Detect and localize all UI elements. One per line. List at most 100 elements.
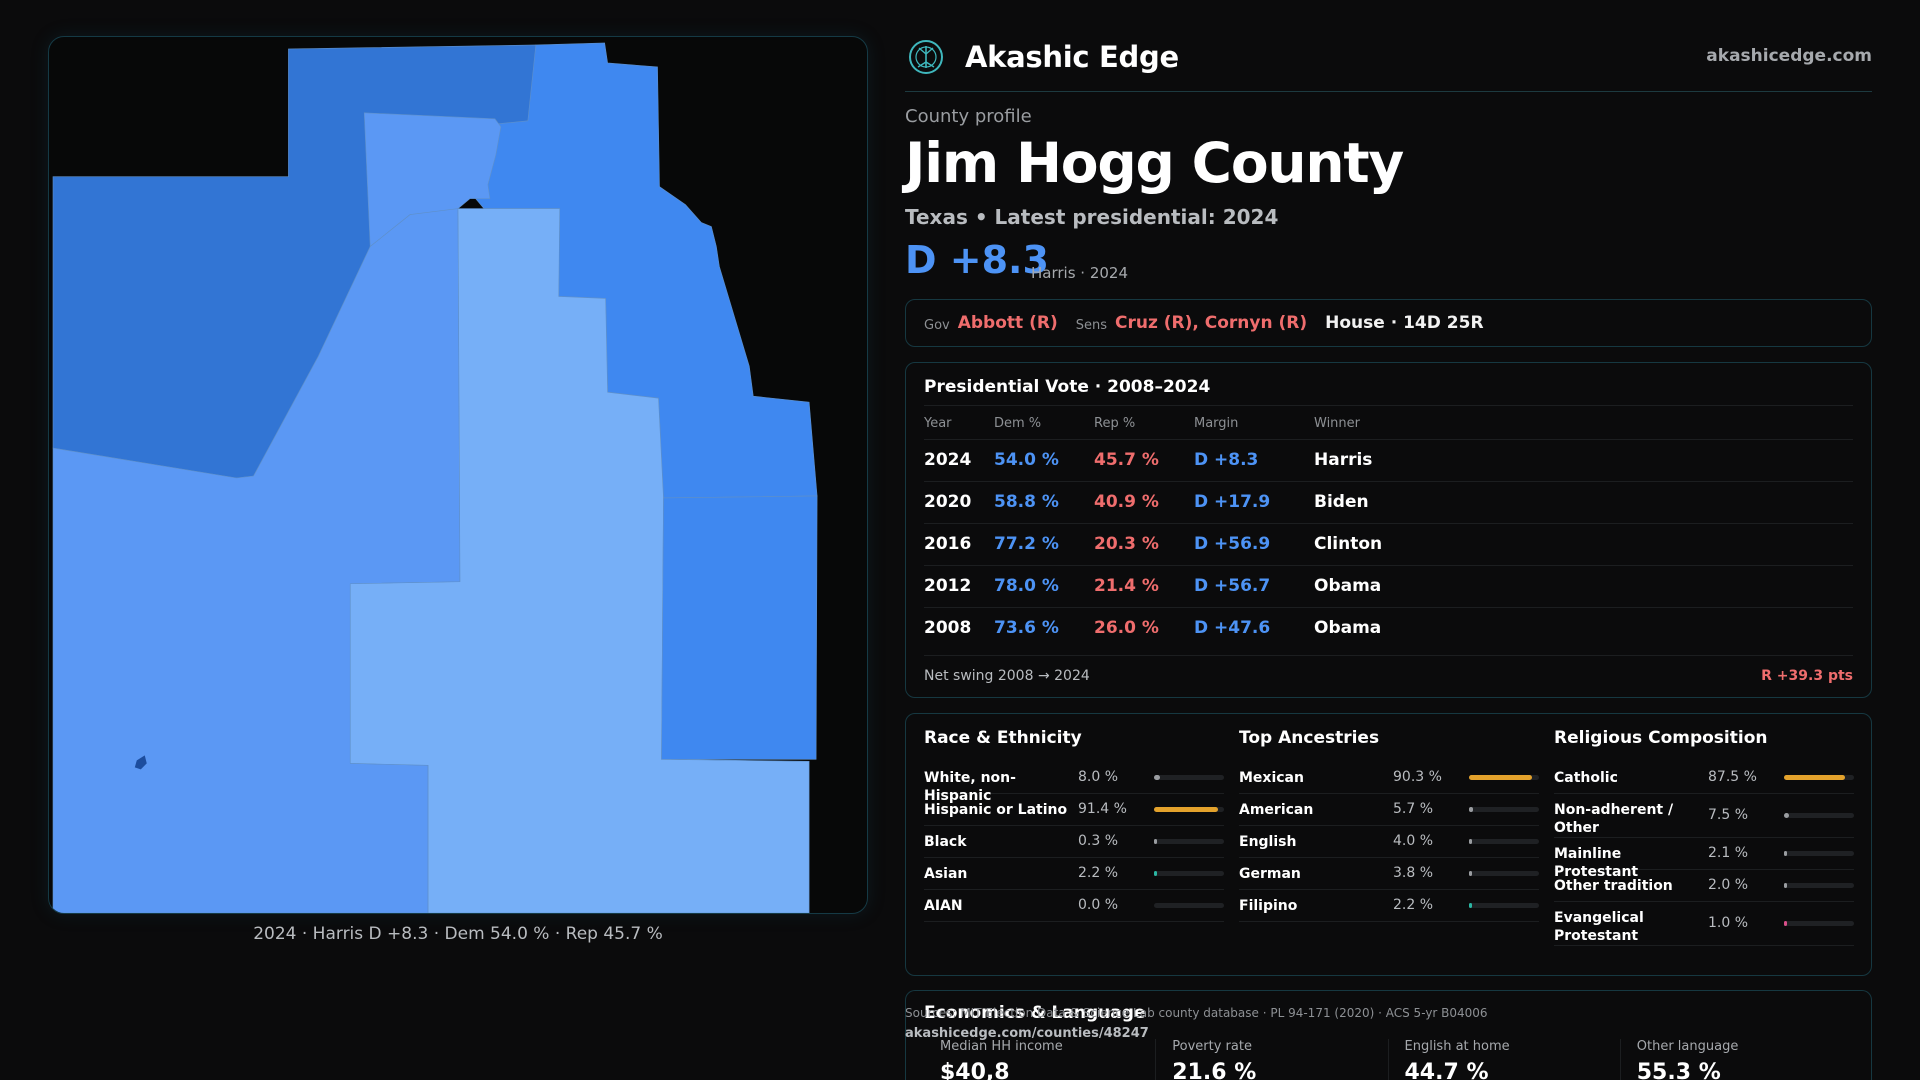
econ-label: Other language — [1636, 1039, 1739, 1054]
senators-label: Sens — [1075, 317, 1107, 333]
section-eyebrow: County profile — [905, 106, 1032, 127]
race-value: 91.4 % — [1078, 801, 1127, 817]
cell-dem: 77.2 % — [994, 534, 1059, 554]
religion-bar-fill — [1784, 883, 1787, 888]
ancestry-value: 4.0 % — [1393, 833, 1434, 849]
vote-card-title: Presidential Vote · 2008–2024 — [924, 377, 1211, 397]
cell-winner: Harris — [1314, 450, 1373, 470]
precinct-east[interactable] — [661, 495, 818, 760]
cell-year: 2024 — [924, 450, 972, 470]
county-map[interactable] — [48, 36, 868, 914]
col-rep: Rep % — [1094, 416, 1136, 431]
cell-rep: 40.9 % — [1094, 492, 1159, 512]
senators-names: Cruz (R), Cornyn (R) — [1114, 313, 1308, 333]
cell-winner: Clinton — [1314, 534, 1383, 554]
race-label: White, non-Hispanic — [924, 770, 1016, 804]
latest-margin: D +8.3 — [905, 238, 1049, 282]
ancestry-row: German 3.8 % — [1239, 858, 1539, 890]
race-bar-fill — [1154, 775, 1160, 780]
race-bar — [1154, 839, 1224, 844]
cell-margin: D +17.9 — [1194, 492, 1271, 512]
site-header: Akashic Edge akashicedge.com — [905, 36, 1872, 92]
religion-column: Religious Composition Catholic 87.5 % Non-… — [1554, 728, 1854, 946]
cell-year: 2012 — [924, 576, 972, 596]
ancestry-label: Filipino — [1239, 898, 1298, 914]
religion-bar-fill — [1784, 775, 1845, 780]
religion-value: 7.5 % — [1708, 807, 1749, 823]
table-row: 2012 78.0 % 21.4 % D +56.7 Obama — [924, 565, 1853, 607]
ancestry-bar-fill — [1469, 807, 1473, 812]
brand-name[interactable]: Akashic Edge — [965, 40, 1179, 74]
ancestry-bar-fill — [1469, 871, 1472, 876]
econ-value: $40,8 — [940, 1060, 1010, 1080]
race-row: Hispanic or Latino 91.4 % — [924, 794, 1224, 826]
race-label: Black — [924, 834, 967, 850]
ancestry-row: English 4.0 % — [1239, 826, 1539, 858]
map-caption: 2024 · Harris D +8.3 · Dem 54.0 % · Rep … — [253, 924, 663, 944]
precinct-map-svg[interactable] — [49, 37, 867, 913]
cell-winner: Obama — [1314, 576, 1382, 596]
race-bar — [1154, 775, 1224, 780]
ancestry-bar — [1469, 807, 1539, 812]
religion-label: Evangelical Protestant — [1554, 910, 1644, 944]
ancestry-label: Mexican — [1239, 770, 1304, 786]
econ-label: Median HH income — [940, 1039, 1063, 1054]
race-bar — [1154, 903, 1224, 908]
cell-dem: 54.0 % — [994, 450, 1059, 470]
governor-label: Gov — [924, 317, 950, 333]
ancestry-bar — [1469, 839, 1539, 844]
econ-item: Median HH income $40,8 — [924, 1039, 1157, 1080]
econ-label: English at home — [1404, 1039, 1510, 1054]
religion-row: Evangelical Protestant 1.0 % — [1554, 902, 1854, 946]
cell-dem: 78.0 % — [994, 576, 1059, 596]
economics-title: Economics & Language — [924, 1003, 1146, 1023]
cell-year: 2016 — [924, 534, 972, 554]
religion-bar-fill — [1784, 851, 1787, 856]
table-row: 2016 77.2 % 20.3 % D +56.9 Clinton — [924, 523, 1853, 565]
precinct-enclave[interactable] — [134, 755, 147, 770]
religion-row: Mainline Protestant 2.1 % — [1554, 838, 1854, 880]
religion-title: Religious Composition — [1554, 728, 1768, 748]
religion-value: 2.0 % — [1708, 877, 1749, 893]
ancestry-label: German — [1239, 866, 1301, 882]
race-bar-fill — [1154, 871, 1157, 876]
econ-value: 44.7 % — [1404, 1060, 1489, 1080]
col-dem: Dem % — [994, 416, 1042, 431]
race-value: 2.2 % — [1078, 865, 1119, 881]
ancestry-bar-fill — [1469, 839, 1472, 844]
religion-row: Non-adherent / Other 7.5 % — [1554, 794, 1854, 838]
site-link[interactable]: akashicedge.com — [1706, 46, 1872, 66]
page-url[interactable]: akashicedge.com/counties/48247 — [905, 1026, 1149, 1041]
ancestry-value: 2.2 % — [1393, 897, 1434, 913]
col-margin: Margin — [1194, 416, 1239, 431]
table-row: 2008 73.6 % 26.0 % D +47.6 Obama — [924, 607, 1853, 649]
house-delegation: House · 14D 25R — [1325, 313, 1484, 333]
race-value: 0.3 % — [1078, 833, 1119, 849]
cell-year: 2020 — [924, 492, 972, 512]
ancestry-bar — [1469, 775, 1539, 780]
religion-bar — [1784, 851, 1854, 856]
religion-label: Other tradition — [1554, 878, 1673, 894]
ancestry-row: Mexican 90.3 % — [1239, 762, 1539, 794]
ancestry-row: American 5.7 % — [1239, 794, 1539, 826]
cell-rep: 26.0 % — [1094, 618, 1159, 638]
officials-bar: Gov Abbott (R) Sens Cruz (R), Cornyn (R)… — [905, 299, 1872, 347]
race-bar — [1154, 807, 1224, 812]
vote-table-header: Year Dem % Rep % Margin Winner — [924, 405, 1853, 439]
net-swing-label: Net swing 2008 → 2024 — [924, 668, 1090, 684]
tree-emblem-icon[interactable] — [907, 38, 945, 76]
demographics-card: Race & Ethnicity White, non-Hispanic 8.0 … — [905, 713, 1872, 976]
religion-bar — [1784, 775, 1854, 780]
cell-margin: D +8.3 — [1194, 450, 1259, 470]
religion-bar — [1784, 883, 1854, 888]
religion-row: Other tradition 2.0 % — [1554, 870, 1854, 902]
race-bar — [1154, 871, 1224, 876]
religion-bar-fill — [1784, 921, 1787, 926]
religion-value: 1.0 % — [1708, 915, 1749, 931]
race-label: Asian — [924, 866, 968, 882]
race-row: Asian 2.2 % — [924, 858, 1224, 890]
county-profile-panel: Akashic Edge akashicedge.com County prof… — [905, 0, 1872, 1080]
race-label: Hispanic or Latino — [924, 802, 1068, 818]
cell-rep: 20.3 % — [1094, 534, 1159, 554]
race-row: AIAN 0.0 % — [924, 890, 1224, 922]
